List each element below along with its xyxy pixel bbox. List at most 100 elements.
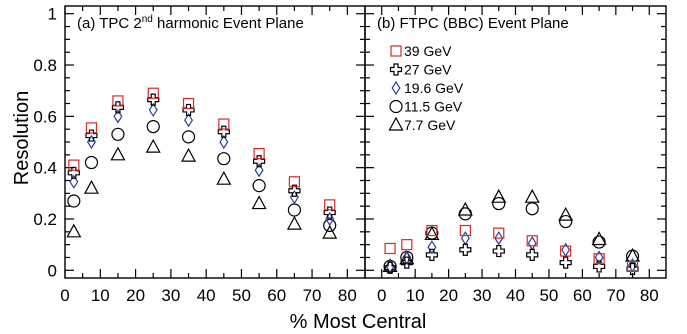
x-axis-title: % Most Central	[290, 311, 427, 333]
legend-marker	[389, 99, 403, 114]
data-point	[146, 120, 160, 134]
x-tick-label: 70	[606, 286, 625, 305]
x-tick-label: 80	[640, 286, 659, 305]
legend: 39 GeV 27 GeV 19.6 GeV 11.5 GeV 7.7 GeV	[388, 43, 464, 133]
data-point	[427, 240, 437, 255]
data-point	[288, 176, 301, 188]
data-point	[253, 155, 266, 168]
data-point	[493, 227, 505, 239]
panel-b-ftpc-event-plane: 0 10 20 30 40 50 60 70 80 (b) FTPC (BBC) Event Pl…	[364, 5, 667, 305]
data-point	[85, 122, 98, 134]
panel-a-tpc-event-plane: 0 10 20 30 40 50 60 70 80 0 0.2 0.4 0.6 0.8 1 (a) TPC 2…	[33, 5, 366, 305]
data-point	[148, 102, 158, 118]
data-point	[66, 223, 82, 238]
x-tick-label: 60	[573, 286, 592, 305]
x-tick-label: 10	[406, 286, 425, 305]
data-point	[323, 218, 337, 232]
series-27-gev	[383, 243, 639, 276]
series-27-gev	[67, 93, 336, 219]
data-point	[526, 235, 538, 247]
legend-label: 7.7 GeV	[404, 117, 456, 133]
series-7-7-gev	[66, 138, 338, 239]
data-point	[85, 129, 98, 142]
data-point	[288, 184, 301, 197]
data-point	[425, 248, 438, 262]
data-point	[626, 260, 639, 273]
x-tick-label: 40	[506, 286, 525, 305]
data-point	[83, 179, 99, 194]
data-point	[457, 201, 473, 216]
data-point	[559, 256, 572, 269]
x-tick-label: 40	[197, 286, 216, 305]
plot-frame-a	[64, 5, 366, 279]
data-point	[560, 245, 572, 257]
data-point	[182, 97, 195, 110]
x-tick-label: 0	[60, 286, 69, 305]
data-point	[251, 195, 267, 210]
data-point	[492, 196, 506, 211]
data-point	[253, 147, 265, 160]
data-point	[323, 206, 336, 219]
y-tick-label: 0.6	[33, 107, 57, 126]
data-point	[460, 231, 470, 246]
data-point	[402, 250, 412, 265]
data-point	[181, 130, 196, 144]
y-tick-label: 0	[48, 261, 57, 280]
data-point	[459, 243, 472, 256]
data-point	[593, 260, 606, 273]
legend-marker	[388, 116, 404, 131]
data-point	[400, 256, 413, 269]
x-tick-label: 50	[539, 286, 558, 305]
x-tick-label: 30	[161, 286, 180, 305]
data-point	[324, 199, 336, 211]
x-tick-label: 30	[473, 286, 492, 305]
data-point	[84, 155, 99, 170]
data-point	[458, 207, 472, 221]
x-tick-label: 50	[232, 286, 251, 305]
panel-title-text: (a) TPC 2	[77, 15, 142, 32]
legend-label: 39 GeV	[404, 43, 452, 59]
series-19-6-gev	[69, 102, 335, 227]
data-point	[625, 249, 640, 263]
legend-label: 27 GeV	[404, 62, 452, 78]
panel-title-a: (a) TPC 2nd harmonic Event Plane	[77, 14, 304, 32]
data-point	[110, 146, 126, 161]
data-point	[111, 127, 125, 141]
data-point	[216, 170, 232, 185]
data-point	[491, 188, 507, 203]
data-point	[591, 231, 607, 246]
data-point	[287, 203, 302, 217]
x-tick-label: 60	[267, 286, 286, 305]
data-point	[217, 125, 230, 138]
data-point	[217, 152, 231, 166]
data-point	[426, 224, 438, 237]
legend-label: 11.5 GeV	[404, 99, 463, 115]
data-point	[526, 248, 539, 262]
data-point	[145, 138, 161, 153]
data-point	[558, 206, 574, 221]
series-7-7-gev	[382, 188, 641, 273]
data-point	[69, 174, 79, 189]
series-39-gev	[68, 87, 336, 211]
x-tick-label: 80	[338, 286, 357, 305]
legend-marker	[389, 63, 403, 76]
data-point	[184, 113, 194, 128]
data-point	[525, 202, 539, 216]
data-point	[322, 224, 338, 239]
data-point	[219, 134, 229, 150]
data-point	[68, 159, 80, 171]
data-point	[252, 179, 266, 193]
data-point	[383, 261, 397, 274]
data-point	[494, 231, 504, 246]
data-point	[67, 194, 81, 208]
legend-marker	[391, 80, 401, 96]
legend-label: 19.6 GeV	[404, 80, 464, 96]
x-tick-label: 10	[91, 286, 110, 305]
data-point	[524, 188, 540, 203]
series-39-gev	[384, 224, 639, 273]
y-tick-label: 0.2	[33, 210, 57, 229]
data-point	[527, 236, 537, 251]
data-point	[181, 147, 197, 162]
data-point	[459, 224, 471, 237]
